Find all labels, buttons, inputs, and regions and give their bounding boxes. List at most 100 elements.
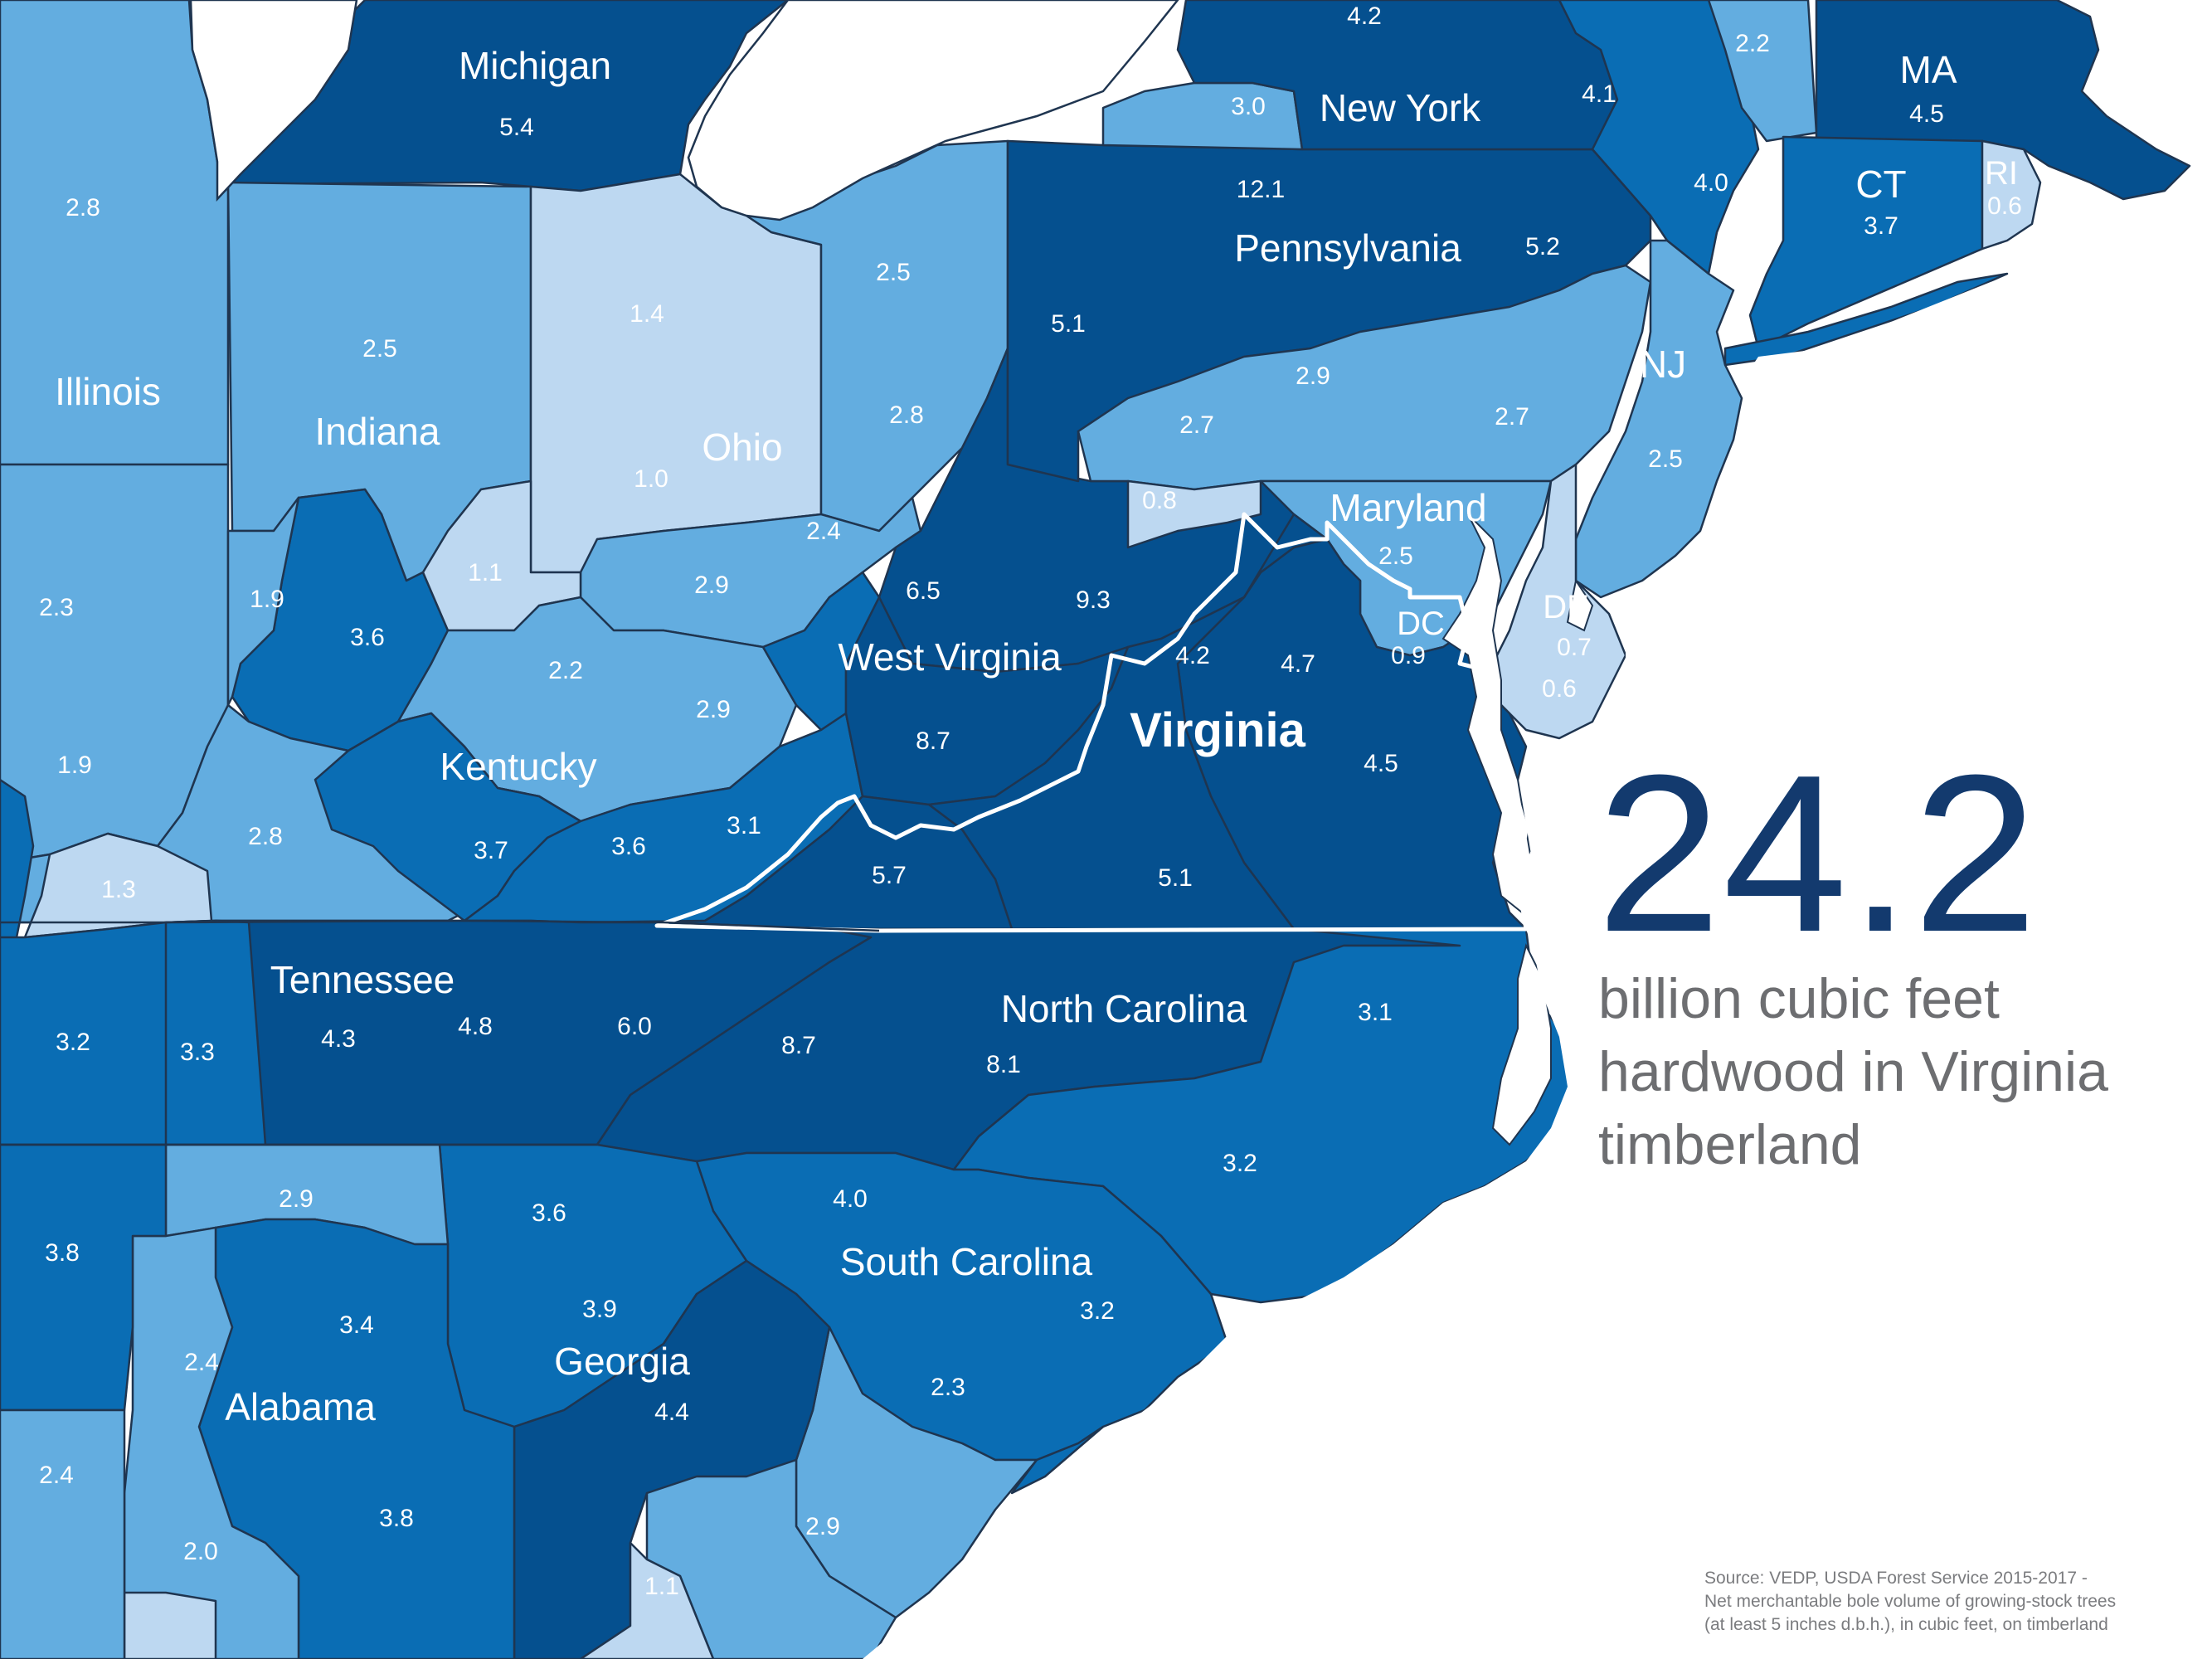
region-value: 4.5 [1909, 100, 1944, 128]
state-label-kentucky: Kentucky [440, 745, 596, 788]
state-label-ct: CT [1855, 163, 1906, 206]
region-value: 3.7 [474, 837, 508, 864]
headline-line-2: hardwood in Virginia [1598, 1040, 2108, 1103]
region-value: 2.9 [694, 572, 729, 599]
region-value: 4.2 [1175, 642, 1210, 669]
region-value: 2.8 [248, 823, 283, 850]
region-value: 2.7 [1179, 411, 1214, 439]
region-value: 6.0 [617, 1013, 652, 1040]
region-new-york-upper-right [1707, 0, 1818, 143]
region-value: 2.0 [183, 1538, 218, 1565]
region-delaware [1491, 463, 1627, 740]
region-value: 2.4 [184, 1349, 219, 1376]
region-value: 4.5 [1364, 750, 1398, 777]
region-value: 3.6 [532, 1199, 566, 1227]
state-label-west-virginia: West Virginia [838, 635, 1062, 679]
region-value: 3.1 [1358, 999, 1393, 1026]
state-label-indiana: Indiana [315, 410, 440, 453]
region-value: 2.7 [1495, 403, 1529, 431]
atlantic-ocean [863, 0, 2212, 1659]
state-label-new-york: New York [1320, 86, 1481, 129]
region-south-carolina-coast [1010, 1425, 1105, 1495]
region-value: 4.2 [1347, 2, 1382, 30]
region-value: 2.4 [806, 518, 841, 545]
region-value: 4.3 [321, 1025, 356, 1053]
region-value: 0.6 [1987, 192, 2022, 220]
state-label-dc: DC [1397, 606, 1445, 642]
state-label-illinois: Illinois [55, 370, 161, 413]
region-value: 5.1 [1051, 310, 1086, 338]
pamlico-sound [1491, 943, 1552, 1146]
region-value: 2.9 [696, 696, 731, 723]
region-value: 2.2 [548, 657, 583, 684]
state-label-michigan: Michigan [459, 44, 611, 87]
region-value: 4.0 [833, 1185, 868, 1213]
region-georgia-south [579, 1541, 715, 1659]
state-label-tennessee: Tennessee [270, 958, 455, 1001]
region-value: 3.7 [1864, 212, 1898, 240]
delaware-bay [1566, 578, 1594, 632]
region-value: 8.7 [781, 1032, 816, 1059]
state-label-nj: NJ [1640, 343, 1686, 386]
region-georgia-southeast [645, 1458, 897, 1659]
region-value: 4.8 [458, 1013, 493, 1040]
state-label-alabama: Alabama [225, 1385, 376, 1428]
region-value: 3.8 [379, 1505, 414, 1532]
region-value: 12.1 [1237, 176, 1285, 203]
region-value: 3.2 [1223, 1150, 1257, 1177]
region-alabama-west [123, 1226, 300, 1659]
region-mississippi-south [0, 1408, 126, 1659]
state-label-ohio: Ohio [702, 426, 782, 469]
great-lakes [189, 0, 1179, 221]
border-tn-kentucky [0, 919, 880, 932]
region-indiana-southwest [226, 496, 300, 707]
region-value: 3.9 [582, 1296, 617, 1323]
state-label-de: DE [1543, 589, 1589, 625]
region-new-jersey [1574, 239, 1743, 599]
region-value: 3.6 [350, 624, 385, 651]
state-label-virginia: Virginia [1130, 703, 1305, 757]
state-label-ri: RI [1985, 155, 2018, 192]
region-values: 4.2 5.4 3.0 4.1 2.2 4.5 4.0 3.7 0.6 12.1… [39, 2, 2022, 1600]
source-line-1: Source: VEDP, USDA Forest Service 2015-2… [1704, 1569, 2088, 1588]
region-value: 1.4 [630, 300, 664, 328]
virginia-outline [654, 512, 1529, 933]
state-borders [0, 919, 880, 1146]
source-line-3: (at least 5 inches d.b.h.), in cubic fee… [1704, 1615, 2108, 1634]
region-value: 1.1 [644, 1573, 679, 1600]
region-value: 0.7 [1557, 634, 1592, 661]
region-value: 2.4 [39, 1462, 74, 1489]
region-value: 2.5 [1378, 542, 1413, 570]
state-label-georgia: Georgia [554, 1340, 690, 1383]
headline-line-1: billion cubic feet [1598, 967, 2000, 1030]
region-value: 2.9 [279, 1185, 314, 1213]
region-value: 3.1 [727, 812, 761, 839]
region-value: 3.6 [611, 833, 646, 860]
region-value: 3.3 [180, 1039, 215, 1066]
region-value: 1.0 [634, 465, 668, 493]
headline-line-3: timberland [1598, 1113, 1862, 1176]
region-value: 5.1 [1158, 864, 1193, 892]
region-value: 2.9 [805, 1513, 840, 1540]
region-value: 2.5 [362, 335, 397, 362]
region-value: 0.9 [1391, 642, 1426, 669]
region-value: 2.3 [39, 594, 74, 621]
region-value: 3.4 [339, 1311, 374, 1339]
state-label-pennsylvania: Pennsylvania [1234, 226, 1461, 270]
region-value: 2.9 [1296, 362, 1330, 390]
region-value: 3.2 [1080, 1297, 1115, 1325]
state-label-maryland: Maryland [1330, 486, 1486, 529]
region-value: 5.7 [872, 862, 907, 889]
region-value: 2.5 [1648, 445, 1683, 473]
region-value: 1.9 [57, 752, 92, 779]
lake-michigan [189, 0, 358, 202]
region-value: 0.6 [1542, 675, 1577, 703]
region-value: 1.9 [250, 586, 284, 613]
region-value: 1.1 [468, 559, 503, 586]
region-value: 2.2 [1735, 30, 1770, 57]
region-value: 8.7 [916, 727, 950, 755]
state-label-ma: MA [1900, 48, 1957, 91]
lake-erie [687, 0, 1179, 221]
region-rhode-island [1981, 139, 2042, 251]
